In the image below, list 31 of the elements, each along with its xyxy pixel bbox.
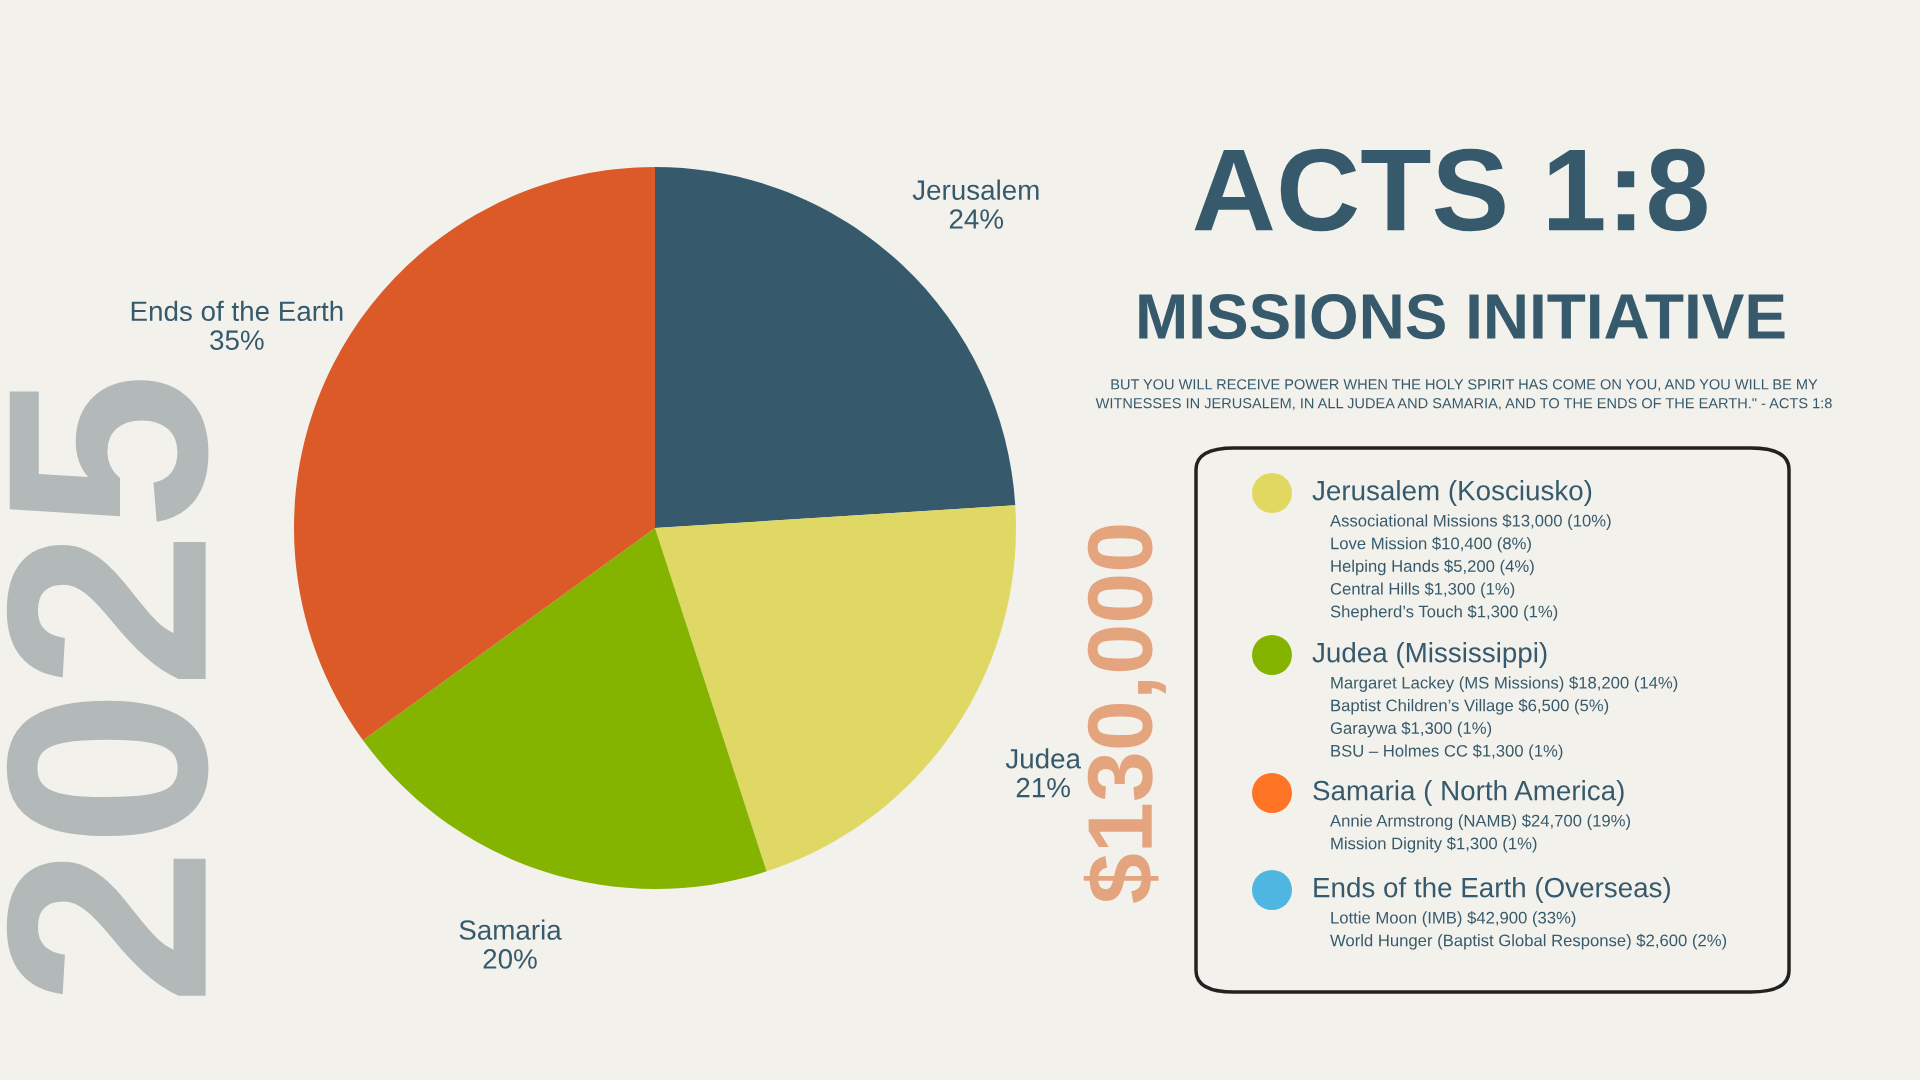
data-label: 35% xyxy=(210,330,264,350)
text: Margaret Lackey (MS Missions) $18,200 (14%) xyxy=(1331,676,1678,692)
slice-label: Ends of the Earth xyxy=(131,300,343,322)
slice-label: Judea xyxy=(1005,748,1081,769)
text: Jerusalem (Kosciusko) xyxy=(1312,480,1592,506)
text: BUT YOU WILL RECEIVE POWER WHEN THE HOLY SPIRIT HAS COME ON YOU, AND YOU WILL BE MY WITNESSES IN JERUSALEM, IN ALL JUDEA AND SAMARIA, AND TO THE ENDS OF THE EARTH." - ACTS 1:8 xyxy=(1095,379,1832,411)
text: Ends of the Earth (Overseas) xyxy=(1314,877,1670,903)
slice-label: Samaria xyxy=(459,919,562,940)
text: Central Hills $1,300 (1%) xyxy=(1330,582,1515,598)
text: Baptist Children’s Village $6,500 (5%) xyxy=(1331,698,1609,715)
text: Lottie Moon (IMB) $42,900 (33%) xyxy=(1331,911,1576,927)
text: 2025 xyxy=(6,380,209,996)
text: ACTS 1:8 xyxy=(1194,148,1707,232)
text: World Hunger (Baptist Global Response) $2,600 (2%) xyxy=(1330,933,1727,950)
text: MISSIONS INITIATIVE xyxy=(1139,293,1785,340)
text: Garaywa $1,300 (1%) xyxy=(1330,721,1492,738)
data-label: 20% xyxy=(483,949,537,969)
slice-label: Jerusalem xyxy=(912,179,1039,200)
text: $130,000 xyxy=(1083,525,1166,903)
text: Shepherd’s Touch $1,300 (1%) xyxy=(1330,604,1558,621)
text: Helping Hands $5,200 (4%) xyxy=(1331,559,1534,576)
data-label: 24% xyxy=(949,209,1004,229)
text: Love Mission $10,400 (8%) xyxy=(1331,536,1531,553)
text: Judea (Mississippi) xyxy=(1312,642,1547,668)
data-label: 21% xyxy=(1016,777,1070,798)
text: BSU – Holmes CC $1,300 (1%) xyxy=(1331,744,1563,760)
text: Samaria ( North America) xyxy=(1313,780,1624,806)
text: Annie Armstrong (NAMB) $24,700 (19%) xyxy=(1330,814,1631,830)
text: Associational Missions $13,000 (10%) xyxy=(1330,514,1611,530)
pie-slice xyxy=(362,528,767,889)
text: Mission Dignity $1,300 (1%) xyxy=(1331,836,1537,853)
